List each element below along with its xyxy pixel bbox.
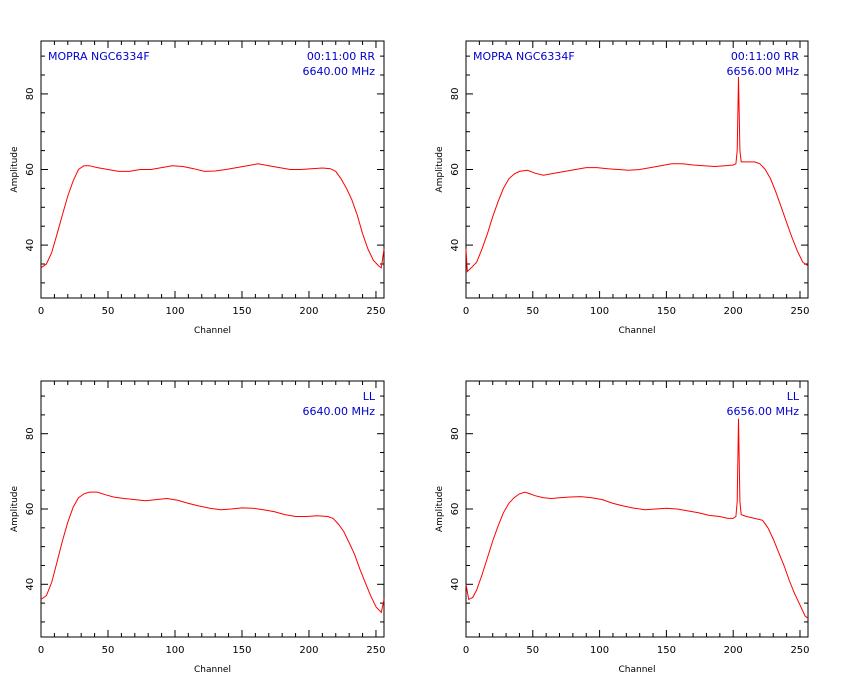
spectrum-trace [465,418,809,619]
panel-bottom-right: 0 50 100 150 200 250 40 60 80 Channel Amplitude LL 6… [435,380,810,675]
spectrum-trace [465,76,809,273]
x-tick-label: 0 [38,645,44,656]
panel-top-right: 0 50 100 150 200 250 40 60 80 Channel Amplitude MOP… [435,40,810,336]
y-axis-label: Amplitude [10,485,20,532]
x-tick-label: 200 [299,645,318,656]
y-tick-label: 60 [25,503,36,516]
x-tick-label: 50 [526,306,539,317]
x-tick-label: 250 [790,645,809,656]
x-tick-label: 150 [232,306,251,317]
y-tick-label: 40 [25,239,36,252]
frequency-label: 6640.00 MHz [302,405,375,418]
x-axis-label: Channel [194,665,231,675]
y-tick-label: 80 [450,88,461,101]
x-tick-label: 0 [463,306,469,317]
spectrum-trace [40,491,385,614]
y-tick-label: 80 [25,427,36,440]
frequency-label: 6656.00 MHz [726,65,799,78]
x-tick-label: 100 [165,645,184,656]
y-axis-label: Amplitude [435,146,445,193]
source-label: MOPRA NGC6334F [48,50,150,63]
x-tick-label: 0 [38,306,44,317]
x-tick-label: 200 [724,306,743,317]
x-tick-label: 50 [526,645,539,656]
y-tick-label: 80 [25,88,36,101]
x-axis-label: Channel [619,665,656,675]
x-tick-label: 100 [590,645,609,656]
y-axis-label: Amplitude [435,485,445,532]
x-tick-label: 150 [657,645,676,656]
x-tick-label: 100 [590,306,609,317]
y-tick-label: 40 [450,239,461,252]
x-tick-label: 0 [463,645,469,656]
y-tick-label: 60 [25,163,36,176]
y-axis-label: Amplitude [10,146,20,193]
x-tick-label: 250 [790,306,809,317]
y-tick-label: 60 [450,503,461,516]
frequency-label: 6640.00 MHz [302,65,375,78]
polarization-label: LL [363,390,376,403]
x-tick-label: 200 [299,306,318,317]
x-tick-label: 150 [232,645,251,656]
panel-bottom-left: 0 50 100 150 200 250 40 60 80 Channel Amplitude LL 6… [10,380,386,675]
x-axis-label: Channel [194,326,231,336]
x-tick-label: 50 [102,306,115,317]
x-tick-label: 100 [165,306,184,317]
source-label: MOPRA NGC6334F [473,50,575,63]
x-tick-label: 250 [366,645,385,656]
y-tick-label: 40 [450,578,461,591]
polarization-label: LL [787,390,800,403]
polarization-label: 00:11:00 RR [731,50,800,63]
y-tick-label: 60 [450,163,461,176]
polarization-label: 00:11:00 RR [307,50,376,63]
y-tick-label: 80 [450,427,461,440]
y-tick-label: 40 [25,578,36,591]
frequency-label: 6656.00 MHz [726,405,799,418]
panel-top-left: 0 50 100 150 200 250 40 60 80 Channel Amplitude MOP… [10,40,386,336]
x-tick-label: 200 [724,645,743,656]
spectrum-trace [40,163,385,269]
x-tick-label: 50 [102,645,115,656]
x-tick-label: 150 [657,306,676,317]
x-tick-label: 250 [366,306,385,317]
x-axis-label: Channel [619,326,656,336]
